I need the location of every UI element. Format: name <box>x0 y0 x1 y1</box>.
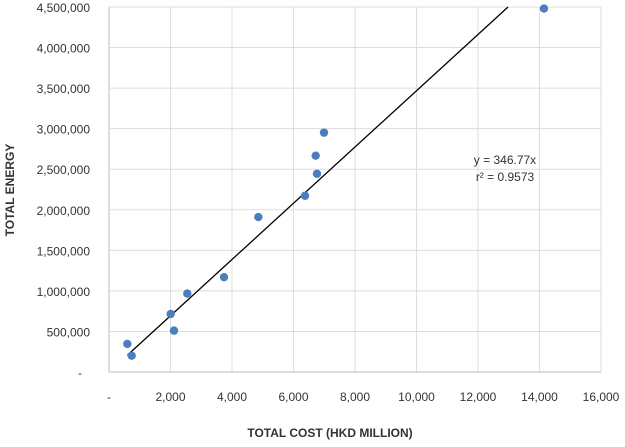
data-points <box>123 4 549 360</box>
x-tick-label: 16,000 <box>583 390 620 404</box>
grid <box>108 6 602 373</box>
y-tick-label: 4,000,000 <box>37 42 91 56</box>
x-tick-label: 12,000 <box>460 390 497 404</box>
y-tick-label: 4,500,000 <box>37 1 91 15</box>
y-tick-label: 1,000,000 <box>37 285 91 299</box>
data-point <box>166 309 175 319</box>
trendline <box>127 6 509 356</box>
x-tick-label: 14,000 <box>521 390 558 404</box>
y-axis-label: TOTAL ENERGY <box>3 144 17 237</box>
data-point <box>319 128 329 137</box>
y-tick-label: 2,000,000 <box>37 204 91 218</box>
data-point <box>183 289 192 298</box>
data-point <box>539 4 549 13</box>
x-tick-label: 2,000 <box>155 390 185 404</box>
y-tick-label: 3,000,000 <box>37 123 91 137</box>
x-tick-label: 4,000 <box>217 390 247 404</box>
x-tick-label: 10,000 <box>398 390 435 404</box>
x-axis-label: TOTAL COST (HKD MILLION) <box>247 426 412 440</box>
x-tick-label: - <box>107 390 111 404</box>
tick-labels: - 2,000 4,000 6,000 8,000 10,000 12,000 14,000 1… <box>37 1 620 404</box>
data-point <box>254 212 263 222</box>
y-tick-label: 2,500,000 <box>37 163 91 177</box>
trendline-r2: r² = 0.9573 <box>476 170 535 184</box>
data-point <box>312 169 322 178</box>
data-point <box>127 351 136 360</box>
trendline-equation: y = 346.77x <box>474 153 536 167</box>
x-tick-label: 8,000 <box>340 390 370 404</box>
y-tick-label: - <box>78 366 82 380</box>
x-tick-label: 6,000 <box>278 390 308 404</box>
y-tick-label: 1,500,000 <box>37 244 91 258</box>
data-point <box>169 326 179 335</box>
data-point <box>123 339 132 349</box>
data-point <box>311 151 320 160</box>
data-point <box>300 191 310 200</box>
data-point <box>219 272 229 282</box>
y-tick-label: 500,000 <box>47 325 91 339</box>
y-tick-label: 3,500,000 <box>37 82 91 96</box>
